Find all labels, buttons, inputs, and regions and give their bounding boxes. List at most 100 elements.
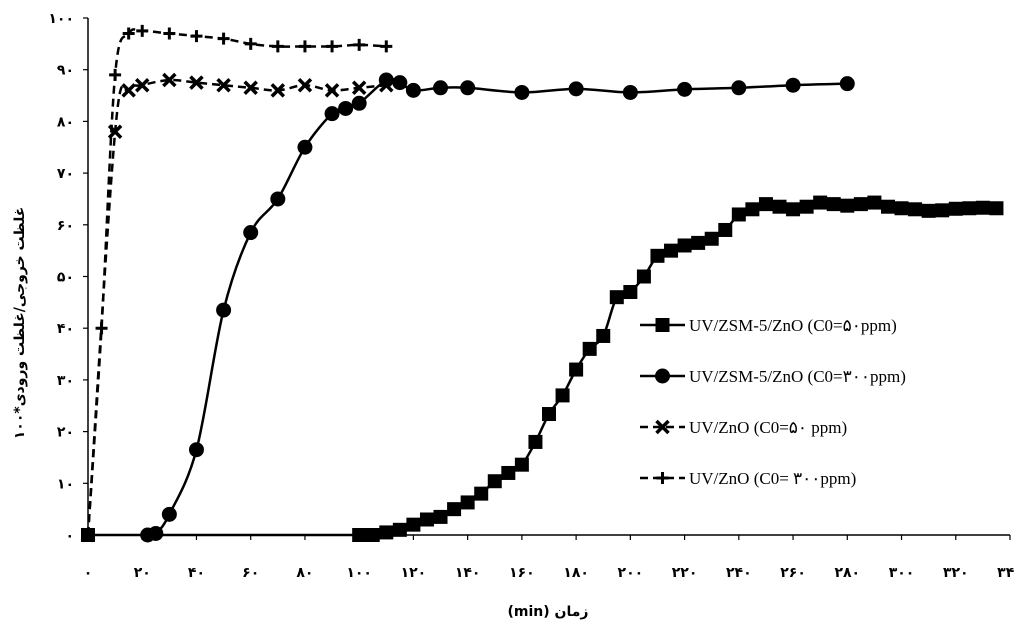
data-point xyxy=(908,202,923,217)
legend-label: UV/ZSM-5/ZnO (C0=۳۰۰ppm) xyxy=(689,367,906,386)
data-point xyxy=(379,525,394,540)
data-point xyxy=(718,222,733,237)
data-point xyxy=(134,77,150,93)
legend-item: UV/ZnO (C0= ۳۰۰ppm) xyxy=(640,469,856,488)
data-point xyxy=(148,525,164,541)
legend-label: UV/ZnO (C0=۵۰ ppm) xyxy=(689,418,847,437)
data-point xyxy=(380,40,393,53)
data-point xyxy=(975,200,990,215)
data-point xyxy=(244,37,257,50)
x-tick-label: ۱۶۰ xyxy=(509,565,535,581)
x-tick-label: ۲۶۰ xyxy=(780,565,806,581)
data-point xyxy=(460,495,475,510)
data-point xyxy=(324,83,340,98)
data-point xyxy=(351,95,367,111)
data-point xyxy=(190,30,203,43)
data-point xyxy=(704,231,719,246)
data-point xyxy=(948,201,963,216)
data-point xyxy=(162,72,177,88)
y-tick-label: ۴۰ xyxy=(57,321,74,337)
data-point xyxy=(555,388,570,403)
data-point xyxy=(582,341,597,356)
x-tick-label: ۱۸۰ xyxy=(563,565,589,581)
data-point xyxy=(894,201,909,216)
data-point xyxy=(379,77,394,93)
data-point xyxy=(474,486,489,501)
data-point xyxy=(772,199,787,214)
legend-item: UV/ZSM-5/ZnO (C0=۵۰ppm) xyxy=(640,316,897,335)
data-point xyxy=(569,362,584,377)
data-point xyxy=(677,238,692,253)
x-tick-label: ۲۲۰ xyxy=(672,565,698,581)
y-tick-label: ۹۰ xyxy=(57,63,74,79)
data-point xyxy=(677,81,693,97)
data-point xyxy=(136,24,149,37)
legend-marker xyxy=(655,368,670,384)
data-point xyxy=(758,197,773,212)
data-point xyxy=(664,243,679,258)
x-tick-label: ۸۰ xyxy=(296,565,313,581)
y-tick-label: ۰ xyxy=(65,528,74,544)
legend: UV/ZSM-5/ZnO (C0=۵۰ppm) UV/ZSM-5/ZnO (C0=… xyxy=(640,316,906,488)
data-point xyxy=(501,465,516,480)
legend-label: UV/ZnO (C0= ۳۰۰ppm) xyxy=(689,469,856,488)
data-point xyxy=(95,322,108,335)
data-point xyxy=(731,207,746,222)
data-point xyxy=(405,82,421,98)
data-point xyxy=(406,517,421,532)
data-point xyxy=(650,248,665,263)
legend-marker xyxy=(655,419,670,435)
data-point xyxy=(121,83,136,98)
series-line xyxy=(86,28,387,536)
data-point xyxy=(731,80,747,96)
data-point xyxy=(352,528,367,542)
data-point xyxy=(514,84,530,100)
data-point xyxy=(786,202,801,217)
data-point xyxy=(324,106,340,122)
x-tick-label: ۴۰ xyxy=(188,565,205,581)
x-tick-label: ۲۸۰ xyxy=(834,565,860,581)
y-tick-label: ۲۰ xyxy=(57,425,74,441)
data-point xyxy=(460,80,476,96)
data-point xyxy=(989,201,1004,216)
data-point xyxy=(270,191,286,207)
y-tick-label: ۱۰۰ xyxy=(48,11,74,27)
data-point xyxy=(392,522,407,537)
y-tick-label: ۳۰ xyxy=(57,373,74,389)
data-point xyxy=(447,502,462,517)
series-layer xyxy=(80,24,1004,543)
x-tick-label: ۳۰۰ xyxy=(889,565,915,581)
data-point xyxy=(217,32,230,45)
data-point xyxy=(785,77,801,93)
y-axis-title: غلظت خروجی/غلظت ورودی*۱۰۰ xyxy=(12,207,28,440)
x-axis-title: (min) زمان xyxy=(508,604,589,620)
data-point xyxy=(596,328,611,343)
series-4 xyxy=(82,24,393,541)
data-point xyxy=(691,235,706,250)
data-point xyxy=(271,40,284,53)
x-tick-label: ۲۰ xyxy=(134,565,151,581)
data-point xyxy=(216,302,232,318)
x-tick-label: ۰ xyxy=(84,565,93,581)
data-point xyxy=(487,474,502,489)
data-point xyxy=(840,198,855,213)
data-point xyxy=(839,76,855,92)
x-tick-label: ۶۰ xyxy=(242,565,259,581)
data-point xyxy=(962,201,977,216)
data-point xyxy=(799,199,814,214)
data-point xyxy=(813,195,828,210)
data-point xyxy=(122,27,135,40)
data-point xyxy=(109,68,122,81)
data-point xyxy=(433,509,448,524)
data-point xyxy=(542,407,556,422)
x-tick-label: ۲۴۰ xyxy=(726,565,752,581)
data-point xyxy=(419,512,434,527)
data-point xyxy=(880,199,895,214)
legend-item: UV/ZSM-5/ZnO (C0=۳۰۰ppm) xyxy=(640,367,906,386)
series-2 xyxy=(140,72,855,543)
x-tick-label: ۱۲۰ xyxy=(401,565,427,581)
axes: ۰ ۱۰ ۲۰ ۳۰ ۴۰ ۵۰ ۶۰ ۷۰ ۸۰ ۹۰ ۱۰۰ ۰ ۲۰ ۴۰ ۶۰ ۸۰ ۱۰۰ ۱۲۰ ۱۴۰… xyxy=(48,11,1016,581)
data-point xyxy=(188,442,204,458)
series-line xyxy=(86,78,387,536)
